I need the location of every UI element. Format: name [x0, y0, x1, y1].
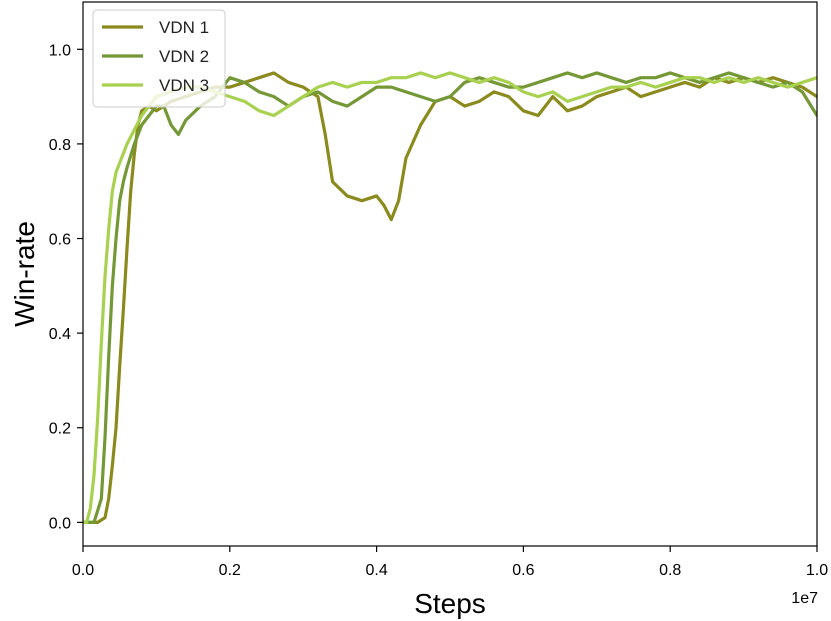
x-axis-label: Steps: [414, 588, 486, 619]
x-axis-offset-label: 1e7: [791, 590, 818, 607]
y-axis: 0.0 0.2 0.4 0.6 0.8 1.0: [49, 42, 83, 532]
x-tick-label: 1.0: [806, 562, 828, 579]
plot-frame: [82, 1, 818, 547]
legend: VDN 1 VDN 2 VDN 3: [92, 9, 226, 108]
y-axis-label: Win-rate: [9, 221, 40, 327]
x-tick-label: 0.2: [219, 562, 241, 579]
legend-box: [92, 9, 226, 108]
y-tick-label: 0.0: [49, 515, 71, 532]
y-tick-label: 0.8: [49, 137, 71, 154]
legend-label-vdn-1: VDN 1: [159, 18, 209, 37]
y-tick-label: 1.0: [49, 42, 71, 59]
y-tick-label: 0.6: [49, 232, 71, 249]
x-tick-label: 0.6: [512, 562, 534, 579]
series-line-vdn-3: [83, 71, 817, 524]
x-axis: 0.0 0.2 0.4 0.6 0.8 1.0: [72, 546, 828, 579]
series-layer: [83, 71, 817, 524]
y-tick-label: 0.4: [49, 326, 71, 343]
legend-label-vdn-3: VDN 3: [159, 76, 209, 95]
x-tick-label: 0.4: [365, 562, 387, 579]
x-tick-label: 0.0: [72, 562, 94, 579]
series-line-vdn-2: [83, 71, 817, 524]
y-tick-label: 0.2: [49, 421, 71, 438]
legend-label-vdn-2: VDN 2: [159, 47, 209, 66]
x-tick-label: 0.8: [659, 562, 681, 579]
